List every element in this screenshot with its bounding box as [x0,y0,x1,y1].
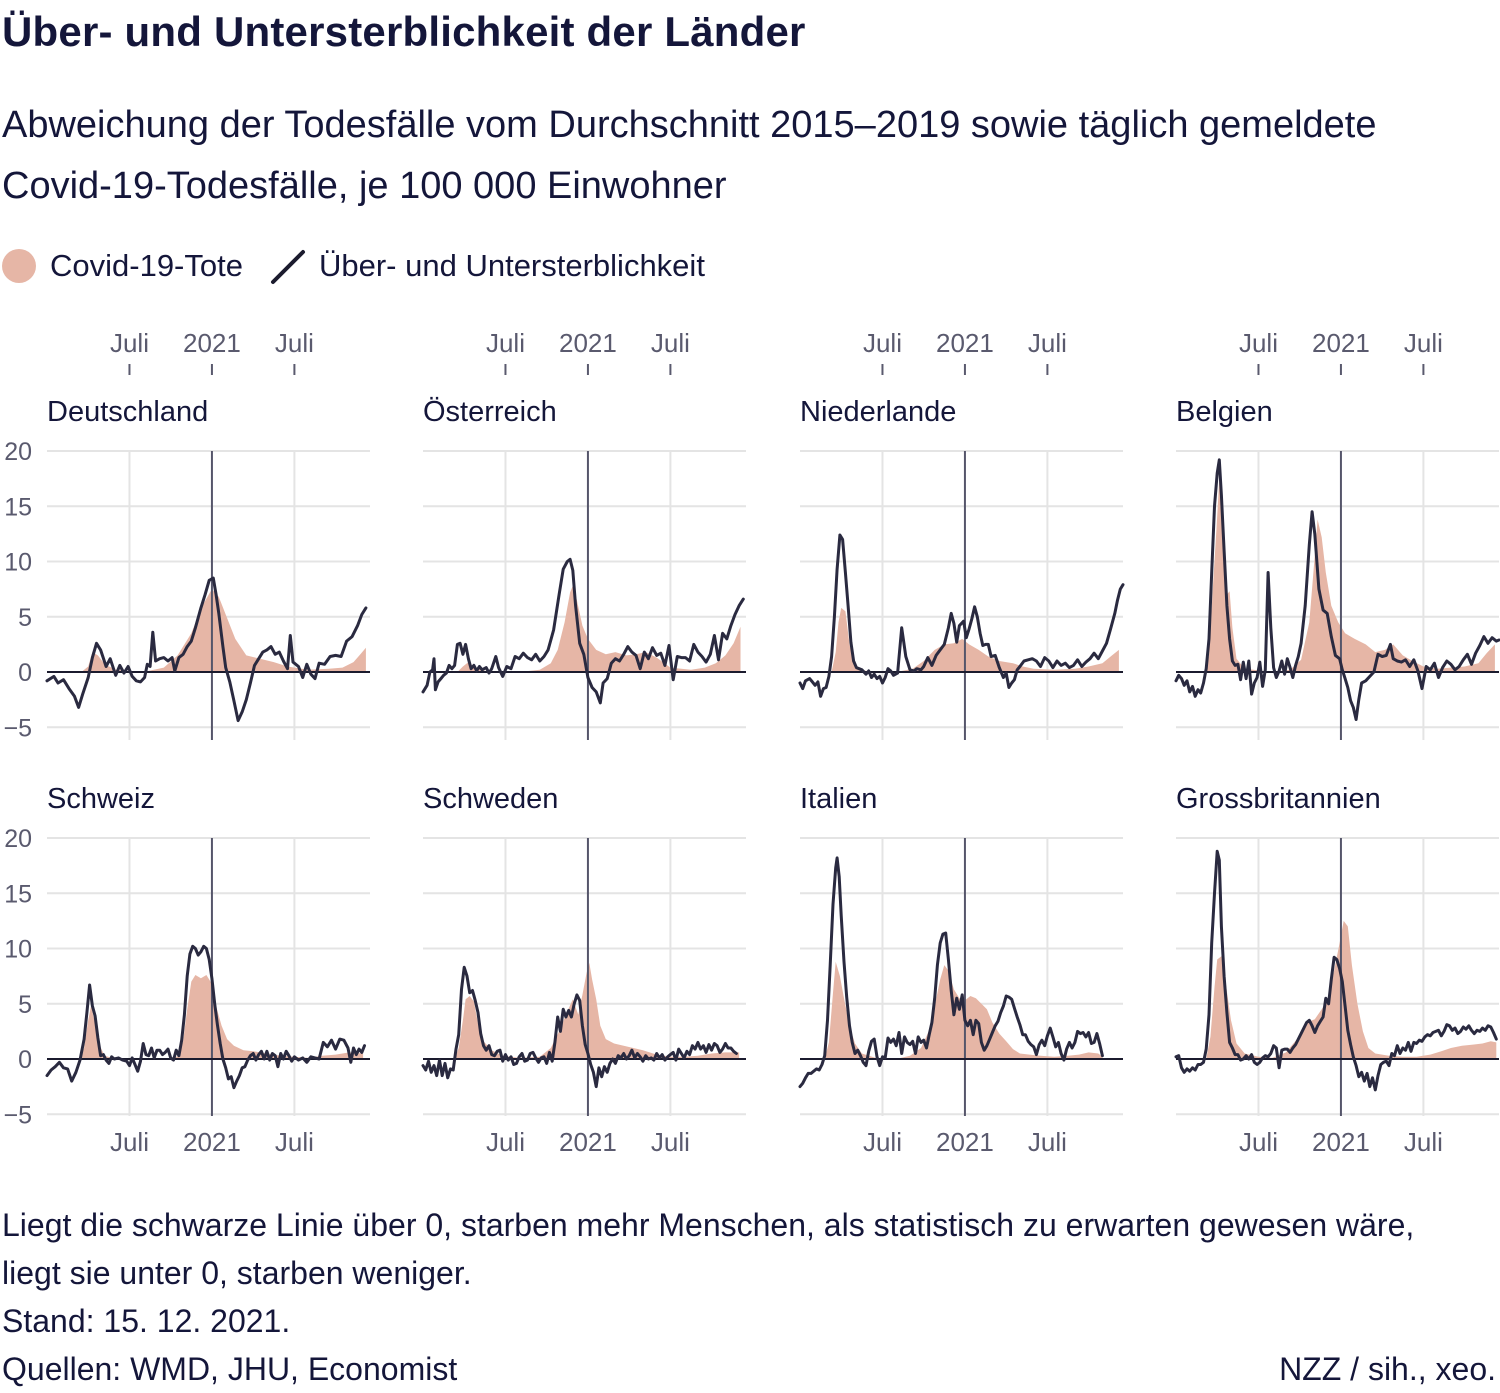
covid-deaths-area [47,589,366,672]
excess-mortality-line [798,533,1125,698]
panel-title: Schweiz [47,783,155,815]
panel-title: Italien [800,783,877,815]
legend-area-label: Covid-19-Tote [50,248,243,283]
chart-title: Über- und Untersterblichkeit der Länder [2,8,806,55]
top-x-tick-label: 2021 [559,328,617,358]
bottom-x-tick-label: Juli [275,1127,314,1157]
bottom-x-tick-label: Juli [110,1127,149,1157]
bottom-x-tick-label: 2021 [1312,1127,1370,1157]
y-tick-label: 0 [18,659,32,687]
panel-title: Niederlande [800,396,956,428]
excess-mortality-line [421,557,745,705]
legend: Covid-19-Tote Über- und Untersterblichke… [2,240,705,292]
y-tick-label: −5 [3,714,32,742]
legend-line-swatch [270,250,305,284]
legend-line-label: Über- und Untersterblichkeit [318,248,705,283]
panel-schweiz: Schweiz −5 0 5 10 15 20 Juli 2021 Juli [3,783,370,1157]
excess-mortality-line [1174,458,1500,721]
top-x-axis-3: Juli 2021 Juli [863,328,1067,375]
y-tick-label: 5 [18,604,32,632]
excess-mortality-line [45,944,366,1090]
covid-deaths-area [47,975,364,1059]
top-x-tick-label: Juli [1404,328,1443,358]
top-x-tick-label: Juli [1028,328,1067,358]
top-x-axis-2: Juli 2021 Juli [486,328,690,375]
bottom-x-tick-label: Juli [863,1127,902,1157]
panel-title: Schweden [423,783,558,815]
excess-mortality-line [798,856,1104,1089]
top-x-tick-label: 2021 [183,328,241,358]
top-x-tick-label: Juli [275,328,314,358]
top-x-tick-label: Juli [486,328,525,358]
chart-subtitle: Abweichung der Todesfälle vom Durchschni… [2,104,1377,207]
bottom-x-tick-label: 2021 [183,1127,241,1157]
y-tick-label: 20 [4,825,32,853]
top-x-tick-label: Juli [110,328,149,358]
bottom-x-tick-label: Juli [486,1127,525,1157]
credit: NZZ / sih., xeo. [1279,1351,1496,1387]
covid-deaths-area [1176,478,1495,672]
data-date: Stand: 15. 12. 2021. [2,1303,291,1339]
panel-schweden: Schweden Juli 2021 Juli [421,783,746,1157]
legend-area-swatch [2,249,36,283]
top-x-axis-4: Juli 2021 Juli [1239,328,1443,375]
source-note: Quellen: WMD, JHU, Economist [2,1351,458,1387]
panel-belgien: Belgien [1174,396,1500,740]
y-tick-label: 10 [4,936,32,964]
y-tick-label: 15 [4,880,32,908]
top-x-tick-label: Juli [1239,328,1278,358]
panel-grossbritannien: Grossbritannien Juli 2021 Juli [1174,783,1499,1157]
y-tick-label: 15 [4,493,32,521]
top-x-axis-1: Juli 2021 Juli [110,328,314,375]
y-tick-label: 10 [4,549,32,577]
bottom-x-tick-label: 2021 [559,1127,617,1157]
bottom-x-tick-label: Juli [651,1127,690,1157]
panel-title: Österreich [423,396,557,428]
y-tick-label: 20 [4,438,32,466]
top-x-tick-label: 2021 [936,328,994,358]
bottom-x-tick-label: 2021 [936,1127,994,1157]
panel-italien: Italien Juli 2021 Juli [798,783,1123,1157]
panel-österreich: Österreich [421,396,746,740]
panel-title: Deutschland [47,396,208,428]
top-x-tick-label: Juli [863,328,902,358]
panel-niederlande: Niederlande [798,396,1125,740]
excess-mortality-line [45,576,368,723]
covid-deaths-area [1176,920,1497,1059]
small-multiples-chart: Juli 2021 Juli Juli 2021 Juli Juli 2021 Juli Juli… [3,328,1500,1157]
panel-title: Grossbritannien [1176,783,1381,815]
y-tick-label: 0 [18,1046,32,1074]
panel-deutschland: Deutschland −5 0 5 10 15 20 [3,396,370,742]
covid-deaths-area [423,585,741,672]
excess-mortality-line [1174,849,1498,1092]
covid-deaths-area [800,961,1103,1059]
footnote: Liegt die schwarze Linie über 0, starben… [2,1207,1415,1291]
excess-mortality-line [421,965,738,1089]
bottom-x-tick-label: Juli [1028,1127,1067,1157]
top-x-tick-label: 2021 [1312,328,1370,358]
panel-title: Belgien [1176,396,1273,428]
top-x-tick-label: Juli [651,328,690,358]
y-tick-label: 5 [18,991,32,1019]
bottom-x-tick-label: Juli [1404,1127,1443,1157]
covid-deaths-area [800,607,1119,672]
y-tick-label: −5 [3,1101,32,1129]
bottom-x-tick-label: Juli [1239,1127,1278,1157]
